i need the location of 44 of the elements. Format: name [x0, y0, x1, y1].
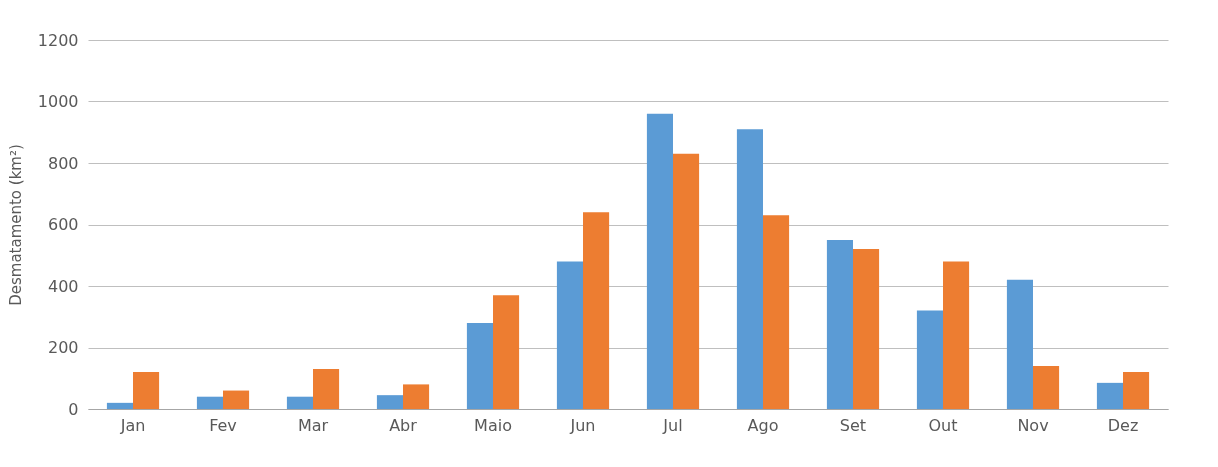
- bar: [556, 261, 583, 409]
- bar: [1096, 382, 1123, 409]
- x-tick-label: Dez: [1107, 415, 1139, 435]
- y-tick-label: 600: [47, 215, 79, 234]
- x-tick-label: Maio: [474, 415, 512, 435]
- x-tick-label: Ago: [747, 415, 779, 435]
- x-tick-label: Jul: [662, 415, 683, 435]
- y-tick-label: 0: [68, 399, 79, 419]
- bar: [313, 369, 340, 409]
- bar: [1123, 372, 1150, 409]
- bar: [646, 113, 673, 409]
- bar: [466, 322, 493, 409]
- bar: [196, 396, 223, 409]
- y-tick-label: 1000: [37, 92, 79, 111]
- bar: [133, 372, 160, 409]
- bar: [376, 395, 403, 409]
- bar: [286, 396, 313, 409]
- y-tick-label: 400: [47, 276, 79, 296]
- x-tick-label: Out: [928, 415, 958, 435]
- bar: [106, 402, 133, 409]
- y-axis-title: Desmatamento (km²): [6, 144, 25, 306]
- x-tick-label: Jan: [119, 415, 146, 435]
- y-tick-label: 800: [47, 153, 79, 173]
- bar: [736, 129, 763, 409]
- bar: [826, 239, 853, 409]
- bar: [916, 310, 943, 409]
- bar: [493, 295, 520, 409]
- bar: [223, 390, 250, 409]
- x-tick-label: Abr: [389, 415, 418, 435]
- bar: [403, 384, 430, 409]
- x-tick-label: Nov: [1017, 415, 1049, 435]
- bar: [673, 153, 700, 409]
- x-tick-label: Mar: [297, 415, 329, 435]
- bar: [943, 261, 970, 409]
- bar: [763, 215, 790, 409]
- bar: [583, 212, 610, 409]
- bar: [853, 249, 880, 409]
- y-tick-label: 200: [47, 338, 79, 357]
- x-tick-label: Jun: [569, 415, 596, 435]
- x-tick-label: Fev: [209, 415, 237, 435]
- x-tick-label: Set: [839, 415, 867, 435]
- y-tick-label: 1200: [37, 30, 79, 50]
- bar: [1006, 279, 1033, 409]
- bar: [1033, 365, 1060, 409]
